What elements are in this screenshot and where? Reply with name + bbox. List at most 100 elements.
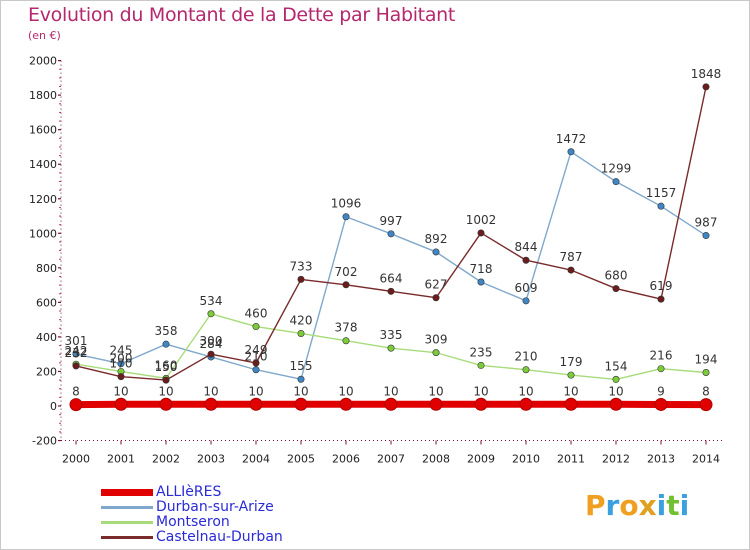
x-tick-label: 2012: [602, 453, 630, 466]
data-point-2-11: [567, 371, 575, 379]
y-tick-label: 200: [36, 365, 57, 378]
data-label-3-7: 664: [380, 271, 403, 285]
data-label-1-0: 301: [65, 334, 88, 348]
data-point-1-14: [702, 232, 710, 240]
x-tick-label: 2000: [62, 453, 90, 466]
data-point-3-0: [72, 362, 80, 370]
y-tick-label: 1600: [29, 124, 57, 137]
y-tick-label: 0: [50, 400, 57, 413]
legend-label-castelnau: Castelnau-Durban: [156, 529, 283, 545]
data-point-3-8: [432, 294, 440, 302]
data-point-0-9: [474, 397, 488, 411]
data-point-0-13: [654, 397, 668, 411]
data-point-3-9: [477, 229, 485, 237]
data-point-0-0: [69, 398, 83, 412]
data-label-3-9: 1002: [466, 213, 497, 227]
data-point-0-6: [339, 397, 353, 411]
logo-letter: t: [666, 489, 680, 522]
data-point-2-6: [342, 337, 350, 345]
y-tick-label: 600: [36, 296, 57, 309]
chart-unit-label: (en €): [28, 29, 61, 42]
data-label-3-11: 787: [560, 250, 583, 264]
data-label-2-14: 194: [695, 352, 718, 366]
x-tick-label: 2011: [557, 453, 585, 466]
data-label-1-8: 892: [425, 232, 448, 246]
data-label-0-6: 10: [338, 384, 353, 398]
data-label-3-6: 702: [335, 265, 358, 279]
data-point-2-8: [432, 349, 440, 357]
legend-swatch-durban: [101, 506, 153, 509]
data-label-0-1: 10: [113, 384, 128, 398]
data-label-2-6: 378: [335, 321, 358, 335]
data-label-2-8: 309: [425, 333, 448, 347]
data-point-1-4: [252, 366, 260, 374]
chart-title: Evolution du Montant de la Dette par Hab…: [28, 4, 456, 26]
data-label-2-11: 179: [560, 355, 583, 369]
data-label-2-13: 216: [650, 349, 673, 363]
data-label-0-11: 10: [563, 384, 578, 398]
data-label-3-5: 733: [290, 259, 313, 273]
x-tick-label: 2013: [647, 453, 675, 466]
data-label-3-4: 249: [245, 343, 268, 357]
data-label-1-4: 210: [245, 350, 268, 364]
data-point-3-12: [612, 285, 620, 293]
data-point-1-13: [657, 202, 665, 210]
data-label-1-6: 1096: [331, 197, 362, 211]
data-label-0-2: 10: [158, 384, 173, 398]
data-label-3-10: 844: [515, 240, 538, 254]
data-point-2-10: [522, 366, 530, 374]
data-label-2-4: 460: [245, 307, 268, 321]
data-label-3-8: 627: [425, 278, 448, 292]
proxiti-logo: Proxiti: [585, 489, 689, 522]
data-label-1-1: 245: [110, 344, 133, 358]
data-label-1-10: 609: [515, 281, 538, 295]
legend-swatch-montseron: [101, 521, 153, 524]
data-point-2-7: [387, 344, 395, 352]
x-tick-label: 2014: [692, 453, 720, 466]
data-point-0-10: [519, 397, 533, 411]
y-tick-label: 1000: [29, 227, 57, 240]
data-label-0-8: 10: [428, 384, 443, 398]
data-label-1-11: 1472: [556, 132, 587, 146]
data-point-1-12: [612, 178, 620, 186]
data-point-3-7: [387, 287, 395, 295]
data-label-0-4: 10: [248, 384, 263, 398]
logo-letter: P: [585, 489, 606, 522]
data-label-3-2: 150: [155, 360, 178, 374]
x-tick-label: 2007: [377, 453, 405, 466]
data-point-0-4: [249, 397, 263, 411]
data-point-1-2: [162, 340, 170, 348]
x-tick-label: 2010: [512, 453, 540, 466]
data-point-0-5: [294, 397, 308, 411]
data-point-0-11: [564, 397, 578, 411]
data-label-1-13: 1157: [646, 186, 677, 200]
data-point-3-2: [162, 376, 170, 384]
data-label-1-7: 997: [380, 214, 403, 228]
legend-label-allieres: ALLIèRES: [156, 484, 222, 500]
y-tick-label: 800: [36, 262, 57, 275]
legend-swatch-allieres: [101, 489, 153, 496]
logo-letter: r: [605, 489, 620, 522]
data-label-2-5: 420: [290, 313, 313, 327]
data-label-1-3: 284: [200, 337, 223, 351]
y-tick-label: 1200: [29, 193, 57, 206]
data-label-0-10: 10: [518, 384, 533, 398]
legend-swatch-castelnau: [101, 536, 153, 539]
x-tick-label: 2003: [197, 453, 225, 466]
data-label-1-2: 358: [155, 324, 178, 338]
data-point-2-12: [612, 375, 620, 383]
data-point-2-14: [702, 368, 710, 376]
data-point-2-3: [207, 310, 215, 318]
logo-letter: i: [656, 489, 667, 522]
data-label-3-12: 680: [605, 269, 628, 283]
data-point-0-3: [204, 397, 218, 411]
x-tick-label: 2009: [467, 453, 495, 466]
data-point-0-2: [159, 397, 173, 411]
data-point-3-1: [117, 373, 125, 381]
y-tick-label: 1800: [29, 89, 57, 102]
data-label-3-13: 619: [650, 279, 673, 293]
data-label-2-12: 154: [605, 359, 628, 373]
data-label-1-12: 1299: [601, 162, 632, 176]
data-label-0-0: 8: [72, 385, 80, 399]
